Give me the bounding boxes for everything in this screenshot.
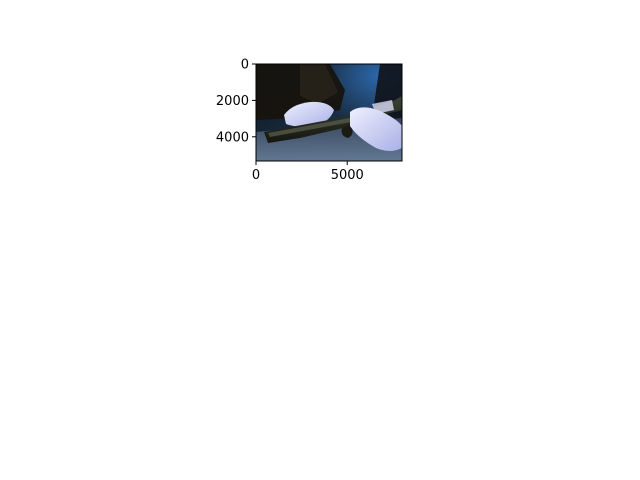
y-axis: 0 2000 4000 xyxy=(216,58,256,145)
axes-frame xyxy=(255,63,403,162)
y-tick-label: 4000 xyxy=(216,130,249,145)
photo-image xyxy=(256,64,402,161)
y-tick-label: 2000 xyxy=(216,94,249,109)
x-tick-label: 5000 xyxy=(331,168,364,183)
x-tick-label: 0 xyxy=(252,168,260,183)
y-tick-label: 0 xyxy=(241,58,249,73)
x-axis: 0 5000 xyxy=(252,161,364,183)
